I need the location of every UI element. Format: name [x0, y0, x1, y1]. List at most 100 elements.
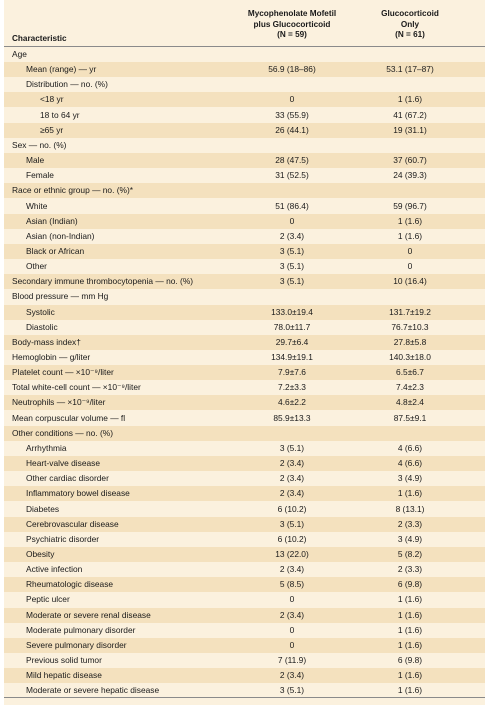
table-row: Black or African 3 (5.1) 0 — [4, 243, 485, 259]
row-label: Psychiatric disorder — [26, 533, 100, 544]
cell-glucocorticoid: 37 (60.7) — [393, 155, 427, 166]
column-header-line: Glucocorticoid — [381, 9, 439, 18]
row-label: Age — [12, 49, 27, 59]
cell-mycophenolate: 0 — [289, 215, 295, 226]
cell-glucocorticoid: 6.5±6.7 — [396, 367, 424, 378]
table-row: Peptic ulcer 0 1 (1.6) — [4, 592, 485, 607]
cell-mycophenolate: 7 (11.9) — [277, 655, 307, 665]
cell-mycophenolate: 29.7±6.4 — [275, 336, 309, 347]
row-label: Cerebrovascular disease — [26, 518, 119, 529]
table-row: Rheumatologic disease 5 (8.5) 6 (9.8) — [4, 577, 485, 593]
table-row: 18 to 64 yr 33 (55.9) 41 (67.2) — [4, 108, 485, 123]
table-row: Asian (Indian) 0 1 (1.6) — [4, 213, 485, 229]
cell-mycophenolate: 3 (5.1) — [279, 518, 305, 529]
cell-mycophenolate: 3 (5.1) — [279, 685, 305, 696]
cell-mycophenolate: 133.0±19.4 — [271, 306, 313, 317]
row-label: Other conditions — no. (%) — [12, 427, 114, 438]
row-label: Race or ethnic group — no. (%)* — [12, 185, 134, 196]
row-label: Asian (non-Indian) — [26, 230, 95, 241]
cell-mycophenolate: 13 (22.0) — [275, 548, 309, 559]
cell-mycophenolate: 28 (47.5) — [275, 155, 309, 166]
cell-glucocorticoid: 0 — [407, 261, 413, 272]
cell-glucocorticoid: 53.1 (17–87) — [386, 64, 434, 75]
cell-glucocorticoid: 19 (31.1) — [393, 124, 427, 135]
table-row: Secondary immune thrombocytopenia — no. … — [4, 274, 485, 290]
table-row: Platelet count — ×10⁻⁹/liter 7.9±7.6 6.5±6… — [4, 365, 485, 381]
cell-glucocorticoid: 3 (4.9) — [397, 533, 423, 544]
table-row: Asian (non-Indian) 2 (3.4) 1 (1.6) — [4, 229, 485, 244]
table-row: Mean corpuscular volume — fl 85.9±13.3 87.… — [4, 411, 485, 426]
table-row: Mild hepatic disease 2 (3.4) 1 (1.6) — [4, 668, 485, 684]
row-label: Diabetes — [26, 503, 60, 514]
cell-mycophenolate: 0 — [289, 594, 295, 605]
table-row: White 51 (86.4) 59 (96.7) — [4, 199, 485, 214]
cell-glucocorticoid: 1 (1.6) — [397, 639, 423, 650]
row-label: Peptic ulcer — [26, 594, 70, 605]
row-label: Rheumatologic disease — [26, 579, 114, 590]
cell-mycophenolate: 0 — [289, 639, 295, 650]
row-label: Sex — no. (%) — [12, 139, 67, 150]
table-row: Moderate pulmonary disorder 0 1 (1.6) — [4, 623, 485, 638]
row-label: Obesity — [26, 548, 55, 559]
row-label: Systolic — [26, 306, 55, 317]
cell-glucocorticoid: 1 (1.6) — [397, 670, 423, 681]
cell-glucocorticoid: 1 (1.6) — [397, 624, 423, 635]
table-row: Diabetes 6 (10.2) 8 (13.1) — [4, 502, 485, 517]
table-row: Age — [4, 47, 485, 62]
cell-glucocorticoid: 6 (9.8) — [397, 655, 423, 665]
table-row: Mean (range) — yr 56.9 (18–86) 53.1 (17–87… — [4, 62, 485, 78]
column-header-mycophenolate: Mycophenolate Mofetil plus Glucocorticoi… — [228, 9, 356, 41]
column-header-line: (N = 61) — [395, 30, 425, 40]
row-label: Blood pressure — mm Hg — [12, 291, 109, 302]
table-row: Neutrophils — ×10⁻⁹/liter 4.6±2.2 4.8±2.4 — [4, 395, 485, 411]
cell-mycophenolate: 3 (5.1) — [279, 442, 305, 453]
cell-mycophenolate: 5 (8.5) — [279, 579, 305, 590]
cell-glucocorticoid: 1 (1.6) — [397, 215, 423, 226]
cell-glucocorticoid: 4 (6.6) — [397, 442, 423, 453]
cell-mycophenolate: 2 (3.4) — [279, 564, 305, 575]
cell-glucocorticoid: 6 (9.8) — [397, 579, 423, 590]
cell-glucocorticoid: 4.8±2.4 — [396, 397, 424, 408]
cell-glucocorticoid: 76.7±10.3 — [391, 321, 429, 332]
table-row: Female 31 (52.5) 24 (39.3) — [4, 168, 485, 183]
row-label: Neutrophils — ×10⁻⁹/liter — [12, 397, 106, 408]
table-row: Moderate or severe renal disease 2 (3.4) 1… — [4, 607, 485, 623]
table-row: Arrhythmia 3 (5.1) 4 (6.6) — [4, 441, 485, 456]
row-label: ≥65 yr — [40, 124, 64, 135]
row-label: Distribution — no. (%) — [26, 79, 108, 90]
cell-mycophenolate: 3 (5.1) — [279, 245, 305, 256]
row-label: Previous solid tumor — [26, 655, 102, 665]
row-label: Mean corpuscular volume — fl — [12, 412, 126, 423]
cell-glucocorticoid: 131.7±19.2 — [389, 306, 431, 317]
cell-mycophenolate: 6 (10.2) — [277, 533, 307, 544]
table-row: Distribution — no. (%) — [4, 77, 485, 92]
row-label: Heart-valve disease — [26, 458, 101, 469]
row-label: Other cardiac disorder — [26, 473, 109, 484]
row-label: Hemoglobin — g/liter — [12, 352, 91, 362]
cell-mycophenolate: 6 (10.2) — [277, 503, 307, 514]
column-header-line: plus Glucocorticoid — [253, 19, 331, 29]
cell-glucocorticoid: 0 — [407, 245, 413, 256]
table-row: Moderate or severe hepatic disease 3 (5.1… — [4, 683, 485, 698]
cell-glucocorticoid: 24 (39.3) — [393, 170, 427, 181]
row-label: Arrhythmia — [26, 442, 67, 453]
table-row: Active infection 2 (3.4) 2 (3.3) — [4, 562, 485, 577]
table-row: Race or ethnic group — no. (%)* — [4, 183, 485, 199]
cell-mycophenolate: 0 — [289, 94, 295, 105]
cell-glucocorticoid: 2 (3.3) — [397, 564, 423, 575]
cell-mycophenolate: 2 (3.4) — [279, 458, 305, 469]
table-row: Severe pulmonary disorder 0 1 (1.6) — [4, 637, 485, 653]
table-row: <18 yr 0 1 (1.6) — [4, 92, 485, 108]
row-label: Female — [26, 170, 54, 181]
cell-glucocorticoid: 5 (8.2) — [397, 548, 423, 559]
table-row: Psychiatric disorder 6 (10.2) 3 (4.9) — [4, 532, 485, 547]
row-label: Secondary immune thrombocytopenia — no. … — [12, 276, 194, 287]
cell-glucocorticoid: 4 (6.6) — [397, 458, 423, 469]
table-row: Other 3 (5.1) 0 — [4, 259, 485, 274]
cell-glucocorticoid: 1 (1.6) — [397, 94, 423, 105]
table-row: Cerebrovascular disease 3 (5.1) 2 (3.3) — [4, 516, 485, 532]
row-label: Moderate pulmonary disorder — [26, 624, 136, 635]
column-header-line: Only — [400, 19, 420, 29]
cell-glucocorticoid: 1 (1.6) — [397, 685, 423, 696]
row-label: 18 to 64 yr — [40, 109, 80, 120]
